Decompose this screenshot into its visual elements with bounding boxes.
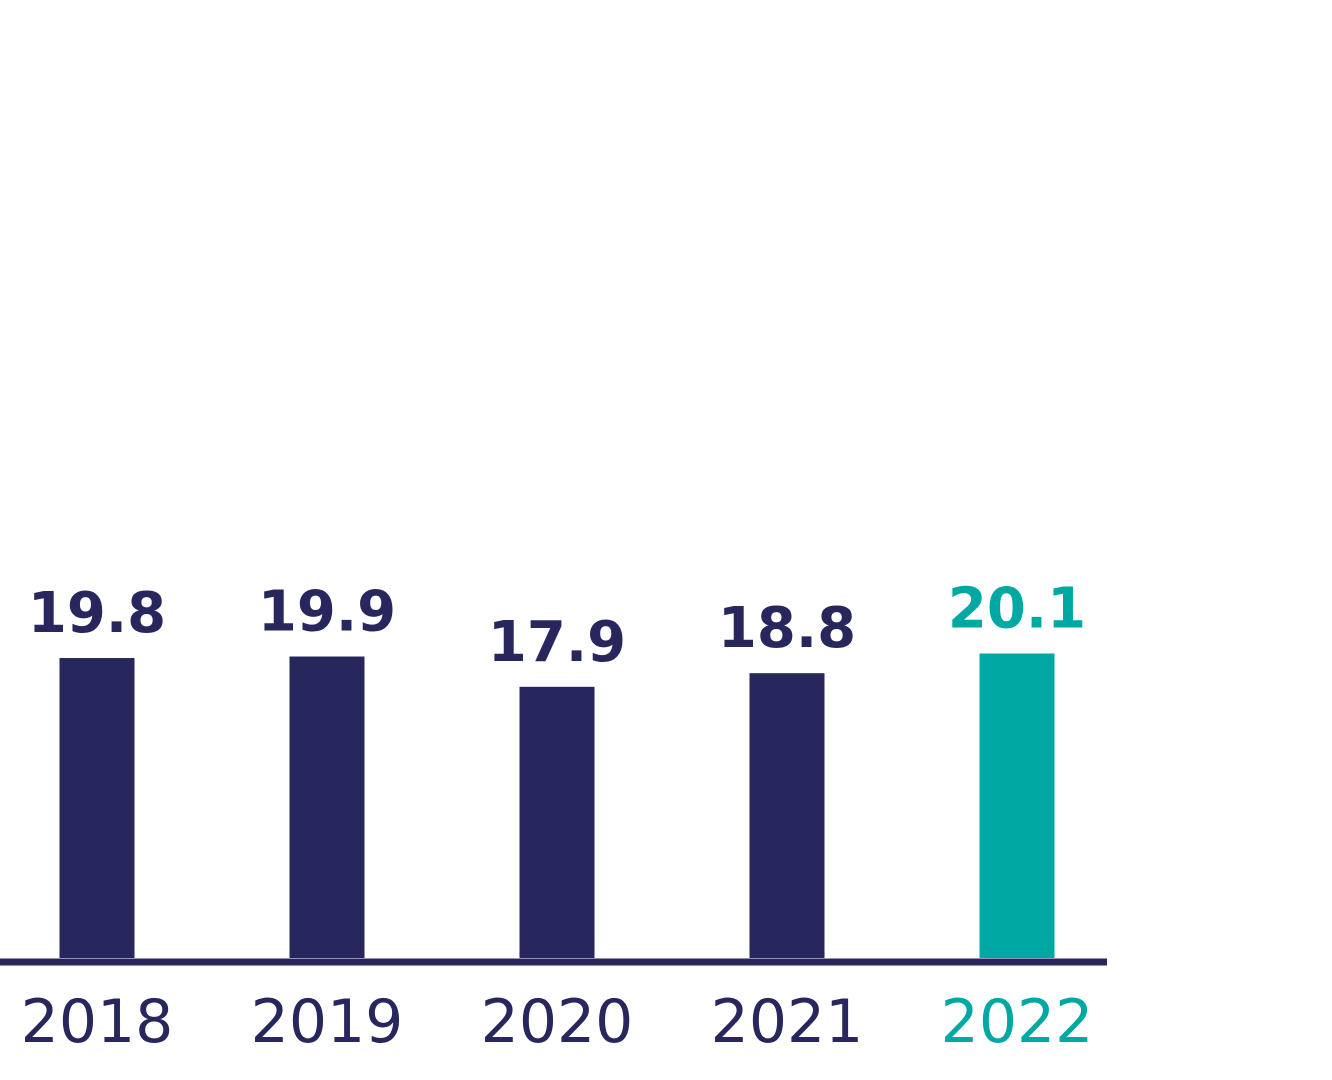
bar-2020: [519, 686, 595, 958]
x-tick-label-2020: 2020: [481, 987, 634, 1057]
x-tick-label-2019: 2019: [251, 987, 404, 1057]
value-label-2021: 18.8: [718, 596, 856, 661]
bar-2022: [979, 653, 1055, 958]
x-tick-label-2021: 2021: [711, 987, 864, 1057]
value-label-2019: 19.9: [258, 580, 396, 645]
value-labels-group: 19.8 19.9 17.9 18.8 20.1: [28, 576, 1086, 674]
bar-2021: [749, 673, 825, 958]
x-tick-labels-group: 2018 2019 2020 2021 2022: [21, 987, 1094, 1057]
bars-group: [59, 653, 1055, 958]
x-tick-label-2018: 2018: [21, 987, 174, 1057]
value-label-2020: 17.9: [488, 610, 626, 675]
value-label-2022: 20.1: [948, 576, 1086, 641]
x-tick-label-2022: 2022: [941, 987, 1094, 1057]
bar-2018: [59, 658, 135, 958]
value-label-2018: 19.8: [28, 581, 166, 646]
bar-2019: [289, 656, 365, 958]
